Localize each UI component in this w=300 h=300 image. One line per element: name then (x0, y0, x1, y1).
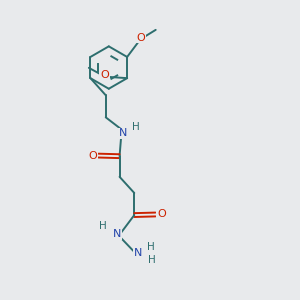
Text: N: N (118, 128, 127, 138)
Text: N: N (134, 248, 142, 258)
Text: O: O (136, 32, 146, 43)
Text: N: N (113, 229, 122, 239)
Text: H: H (99, 221, 107, 231)
Text: O: O (100, 70, 109, 80)
Text: H: H (148, 255, 156, 265)
Text: H: H (133, 122, 140, 132)
Text: O: O (88, 151, 97, 160)
Text: O: O (157, 209, 166, 220)
Text: H: H (148, 242, 155, 252)
